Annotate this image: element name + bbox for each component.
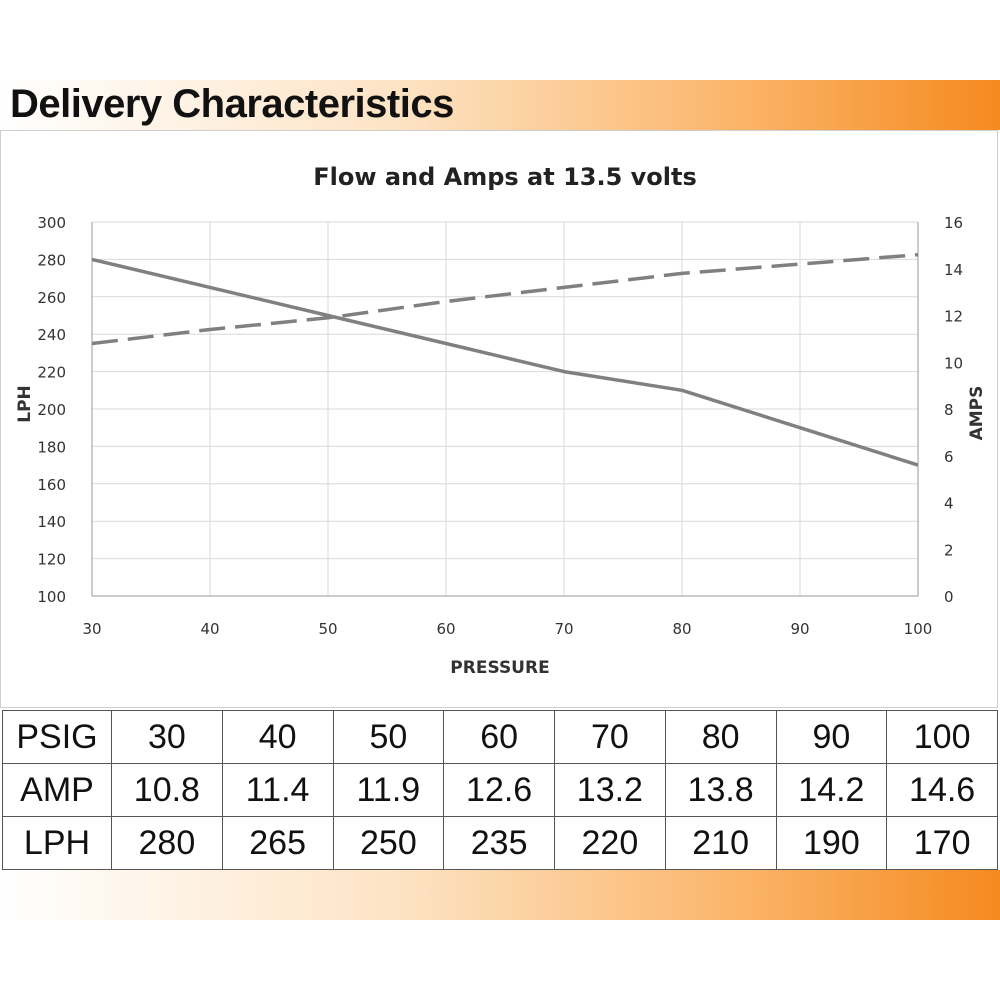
table-cell: 210: [664, 816, 777, 870]
y-tick-label: 240: [37, 326, 66, 344]
table-cell: 100: [886, 710, 998, 764]
table-row-amp: AMP 10.8 11.4 11.9 12.6 13.2 13.8 14.2 1…: [2, 763, 998, 817]
table-cell: 40: [221, 710, 334, 764]
table-cell: 80: [664, 710, 777, 764]
x-tick-label: 100: [904, 620, 933, 638]
x-tick-label: 50: [318, 620, 337, 638]
flow-amps-chart: Flow and Amps at 13.5 volts1001201401601…: [15, 163, 987, 678]
y-axis-label: LPH: [15, 385, 35, 423]
y2-tick-label: 2: [944, 541, 954, 559]
table-cell: 30: [111, 710, 223, 764]
x-tick-label: 40: [200, 620, 219, 638]
x-tick-label: 30: [82, 620, 101, 638]
table-cell: 90: [775, 710, 888, 764]
table-cell: 170: [886, 816, 998, 870]
table-cell: 12.6: [443, 763, 555, 817]
page-title: Delivery Characteristics: [10, 82, 454, 126]
table-cell: 13.8: [664, 763, 777, 817]
header-banner: [0, 80, 1000, 130]
table-cell: 280: [111, 816, 223, 870]
table-cell: 14.6: [886, 763, 998, 817]
y-tick-label: 140: [37, 513, 66, 531]
table-row-psig: PSIG 30 40 50 60 70 80 90 100: [2, 710, 998, 764]
delivery-data-table: PSIG 30 40 50 60 70 80 90 100 AMP 10.8 1…: [2, 710, 998, 870]
x-tick-label: 70: [554, 620, 573, 638]
y-tick-label: 100: [37, 588, 66, 606]
y-tick-label: 220: [37, 364, 66, 382]
chart-title: Flow and Amps at 13.5 volts: [313, 163, 697, 191]
y-tick-label: 160: [37, 476, 66, 494]
y2-tick-label: 4: [944, 495, 954, 513]
table-cell: 265: [221, 816, 334, 870]
table-cell: 60: [443, 710, 555, 764]
x-tick-label: 60: [436, 620, 455, 638]
y-tick-label: 280: [37, 251, 66, 269]
y2-tick-label: 16: [944, 214, 963, 232]
row-label-psig: PSIG: [2, 710, 112, 764]
y-tick-label: 260: [37, 289, 66, 307]
y2-tick-label: 14: [944, 261, 963, 279]
y-tick-label: 200: [37, 401, 66, 419]
table-cell: 50: [332, 710, 445, 764]
table-cell: 14.2: [775, 763, 888, 817]
y2-tick-label: 8: [944, 401, 954, 419]
table-cell: 220: [554, 816, 666, 870]
table-cell: 250: [332, 816, 445, 870]
y2-tick-label: 12: [944, 308, 963, 326]
x-tick-label: 80: [672, 620, 691, 638]
y-tick-label: 300: [37, 214, 66, 232]
y-tick-label: 180: [37, 438, 66, 456]
row-label-amp: AMP: [2, 763, 112, 817]
table-cell: 11.4: [221, 763, 334, 817]
row-label-lph: LPH: [2, 816, 112, 870]
x-tick-label: 90: [790, 620, 809, 638]
y2-tick-label: 10: [944, 354, 963, 372]
table-cell: 190: [775, 816, 888, 870]
y2-tick-label: 6: [944, 448, 954, 466]
footer-banner: [0, 870, 1000, 920]
table-cell: 11.9: [332, 763, 445, 817]
table-cell: 235: [443, 816, 555, 870]
y-tick-label: 120: [37, 551, 66, 569]
table-cell: 10.8: [111, 763, 223, 817]
x-axis-label: PRESSURE: [450, 658, 549, 678]
table-cell: 70: [554, 710, 666, 764]
lph-series-line: [91, 257, 919, 467]
amps-series-line: [91, 252, 919, 346]
table-row-lph: LPH 280 265 250 235 220 210 190 170: [2, 816, 998, 870]
y2-axis-label: AMPS: [967, 386, 987, 441]
chart-frame: [0, 130, 998, 708]
y2-tick-label: 0: [944, 588, 954, 606]
table-cell: 13.2: [554, 763, 666, 817]
